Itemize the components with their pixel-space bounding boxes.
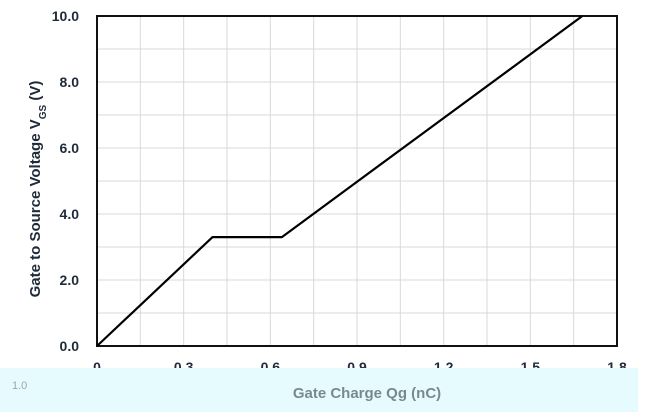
y-tick-label: 4.0 bbox=[60, 206, 80, 222]
plot-frame bbox=[96, 15, 618, 347]
y-tick-label: 2.0 bbox=[60, 272, 80, 288]
y-axis-title-main: Gate to Source Voltage V bbox=[27, 119, 44, 297]
x-tick-label: 0 bbox=[93, 359, 101, 375]
vgs-vs-qg-line bbox=[96, 15, 583, 347]
y-axis-title: Gate to Source Voltage VGS (V) bbox=[27, 81, 49, 298]
y-axis-title-unit: (V) bbox=[27, 81, 44, 105]
y-tick-label: 6.0 bbox=[60, 140, 80, 156]
y-axis-title-subscript: GS bbox=[38, 104, 49, 119]
y-tick-label: 10.0 bbox=[52, 8, 79, 24]
y-tick-label: 8.0 bbox=[60, 74, 80, 90]
stray-tick-label: 1.0 bbox=[12, 380, 28, 392]
series-group bbox=[96, 15, 583, 347]
y-tick-labels: 0.0 2.0 4.0 6.0 8.0 10.0 bbox=[52, 8, 79, 354]
rendering-artifact-band bbox=[0, 368, 638, 412]
y-tick-label: 0.0 bbox=[60, 338, 80, 354]
